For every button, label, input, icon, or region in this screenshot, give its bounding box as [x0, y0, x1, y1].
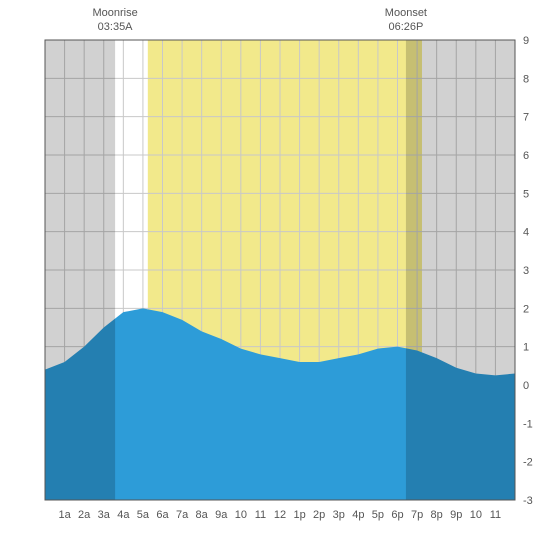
- x-tick-label: 3a: [98, 509, 111, 521]
- x-tick-label: 6a: [156, 509, 169, 521]
- y-tick-label: -2: [523, 457, 533, 469]
- x-tick-label: 6p: [391, 509, 403, 521]
- x-tick-label: 11: [490, 509, 501, 521]
- moonset-header: Moonset 06:26P: [376, 6, 436, 35]
- y-tick-label: 5: [523, 188, 529, 200]
- moon-dark-left: [45, 40, 115, 500]
- x-tick-label: 3p: [333, 509, 345, 521]
- y-tick-label: 6: [523, 150, 529, 162]
- moonset-title: Moonset: [385, 7, 427, 19]
- tide-chart: -3-2-101234567891a2a3a4a5a6a7a8a9a101112…: [0, 0, 550, 550]
- y-tick-label: 2: [523, 303, 529, 315]
- x-tick-label: 1p: [293, 509, 305, 521]
- x-tick-label: 2p: [313, 509, 325, 521]
- x-tick-label: 10: [470, 509, 482, 521]
- moonrise-title: Moonrise: [92, 7, 137, 19]
- x-tick-label: 4p: [352, 509, 364, 521]
- x-tick-label: 7p: [411, 509, 423, 521]
- x-tick-label: 5p: [372, 509, 384, 521]
- y-tick-label: 8: [523, 73, 529, 85]
- moonset-time: 06:26P: [388, 21, 423, 33]
- x-tick-label: 10: [235, 509, 247, 521]
- moon-dark-right: [406, 40, 515, 500]
- y-tick-label: 7: [523, 112, 529, 124]
- y-tick-label: 1: [523, 342, 529, 354]
- y-tick-label: 3: [523, 265, 529, 277]
- y-tick-label: 4: [523, 227, 529, 239]
- x-tick-label: 8p: [431, 509, 443, 521]
- x-tick-label: 7a: [176, 509, 189, 521]
- y-tick-label: -3: [523, 495, 533, 507]
- moonrise-time: 03:35A: [98, 21, 133, 33]
- x-tick-label: 4a: [117, 509, 130, 521]
- x-tick-label: 1a: [58, 509, 71, 521]
- x-tick-label: 8a: [196, 509, 209, 521]
- x-tick-label: 5a: [137, 509, 150, 521]
- moonrise-header: Moonrise 03:35A: [85, 6, 145, 35]
- x-tick-label: 12: [274, 509, 286, 521]
- x-tick-label: 11: [255, 509, 266, 521]
- chart-svg: -3-2-101234567891a2a3a4a5a6a7a8a9a101112…: [0, 0, 550, 550]
- x-tick-label: 2a: [78, 509, 91, 521]
- x-tick-label: 9p: [450, 509, 462, 521]
- y-tick-label: 9: [523, 35, 529, 47]
- y-tick-label: -1: [523, 418, 533, 430]
- y-tick-label: 0: [523, 380, 529, 392]
- x-tick-label: 9a: [215, 509, 228, 521]
